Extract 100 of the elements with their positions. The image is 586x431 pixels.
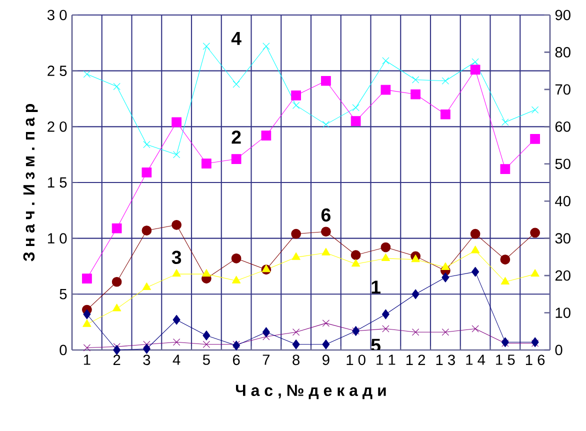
point	[382, 57, 390, 64]
point	[500, 254, 510, 264]
point	[232, 276, 241, 284]
point	[350, 116, 361, 126]
x-tick-label: 9	[322, 354, 330, 366]
x-tick-label: 1 1	[376, 354, 396, 365]
y2-tick-label: 10	[556, 308, 570, 318]
x-tick-label: 5	[202, 354, 210, 365]
x-axis-title: Ч а с , № д е к а д и	[236, 384, 386, 400]
point	[232, 340, 240, 350]
point	[382, 309, 390, 320]
y2-tick-label: 80	[555, 47, 570, 58]
point	[470, 228, 480, 239]
point	[501, 337, 509, 348]
point	[531, 106, 539, 114]
point	[292, 339, 300, 350]
point	[142, 344, 150, 354]
point	[322, 248, 330, 256]
point	[472, 266, 480, 277]
point	[83, 309, 91, 320]
point	[143, 140, 150, 148]
point	[352, 259, 360, 267]
point	[112, 276, 122, 287]
point	[142, 282, 152, 290]
series-label: 3	[172, 250, 182, 264]
point	[82, 319, 92, 327]
point	[471, 246, 480, 254]
x-tick-label: 7	[262, 354, 270, 365]
point	[262, 42, 270, 50]
point	[232, 80, 240, 88]
point	[83, 70, 91, 78]
y-tick-label: 5	[60, 289, 67, 300]
point	[382, 325, 390, 332]
y-axis-title: З н а ч . И з м . п а р	[23, 104, 38, 262]
point	[231, 154, 242, 164]
point	[172, 269, 181, 277]
series-label: 2	[232, 130, 241, 144]
point	[202, 158, 212, 168]
point	[322, 320, 330, 327]
y2-tick-label: 90	[555, 10, 570, 20]
point	[412, 289, 420, 300]
series-label: 6	[321, 208, 330, 222]
point	[112, 223, 122, 234]
point	[112, 304, 122, 312]
point	[441, 262, 450, 270]
point	[262, 327, 270, 338]
y2-tick-label: 0	[555, 344, 562, 356]
point	[142, 168, 152, 178]
point	[500, 164, 510, 174]
point	[411, 254, 420, 262]
y-tick-label: 1 0	[48, 233, 67, 244]
point	[202, 269, 211, 277]
y2-tick-label: 20	[555, 270, 570, 281]
y2-tick-label: 40	[555, 196, 570, 206]
y2-tick-label: 70	[555, 84, 570, 95]
x-tick-label: 1 6	[526, 354, 545, 366]
point	[172, 220, 182, 230]
point	[381, 253, 390, 262]
point	[410, 89, 420, 100]
series-label: 1	[372, 280, 380, 294]
point	[321, 226, 331, 237]
point	[172, 314, 180, 325]
point	[292, 328, 300, 336]
point	[83, 344, 91, 352]
x-tick-label: 3	[143, 354, 150, 366]
point	[261, 130, 272, 141]
point	[322, 120, 330, 128]
point	[472, 58, 479, 66]
y-tick-label: 2 5	[48, 66, 67, 76]
point	[113, 345, 121, 355]
point	[292, 102, 300, 110]
x-tick-label: 2	[113, 354, 120, 365]
point	[262, 264, 271, 272]
point	[202, 330, 210, 340]
point	[412, 328, 420, 336]
point	[502, 118, 509, 126]
x-tick-label: 1 0	[346, 354, 366, 366]
y2-tick-label: 60	[555, 121, 570, 132]
point	[231, 253, 242, 264]
point	[202, 42, 210, 50]
point	[442, 77, 450, 84]
x-tick-label: 1 3	[436, 354, 455, 366]
point	[531, 337, 539, 348]
x-tick-label: 1 4	[466, 354, 486, 365]
point	[442, 272, 450, 282]
point	[470, 64, 480, 75]
x-tick-label: 1 5	[496, 354, 515, 365]
point	[322, 339, 330, 350]
point	[350, 250, 361, 260]
point	[530, 134, 540, 144]
point	[530, 228, 540, 238]
series-label: 4	[231, 32, 242, 45]
point	[380, 84, 391, 95]
x-tick-label: 1 2	[406, 354, 426, 365]
point	[500, 276, 510, 284]
point	[442, 328, 450, 336]
y-tick-label: 0	[60, 344, 67, 356]
point	[82, 274, 92, 284]
x-tick-label: 6	[232, 354, 240, 366]
x-tick-label: 1	[84, 354, 90, 365]
